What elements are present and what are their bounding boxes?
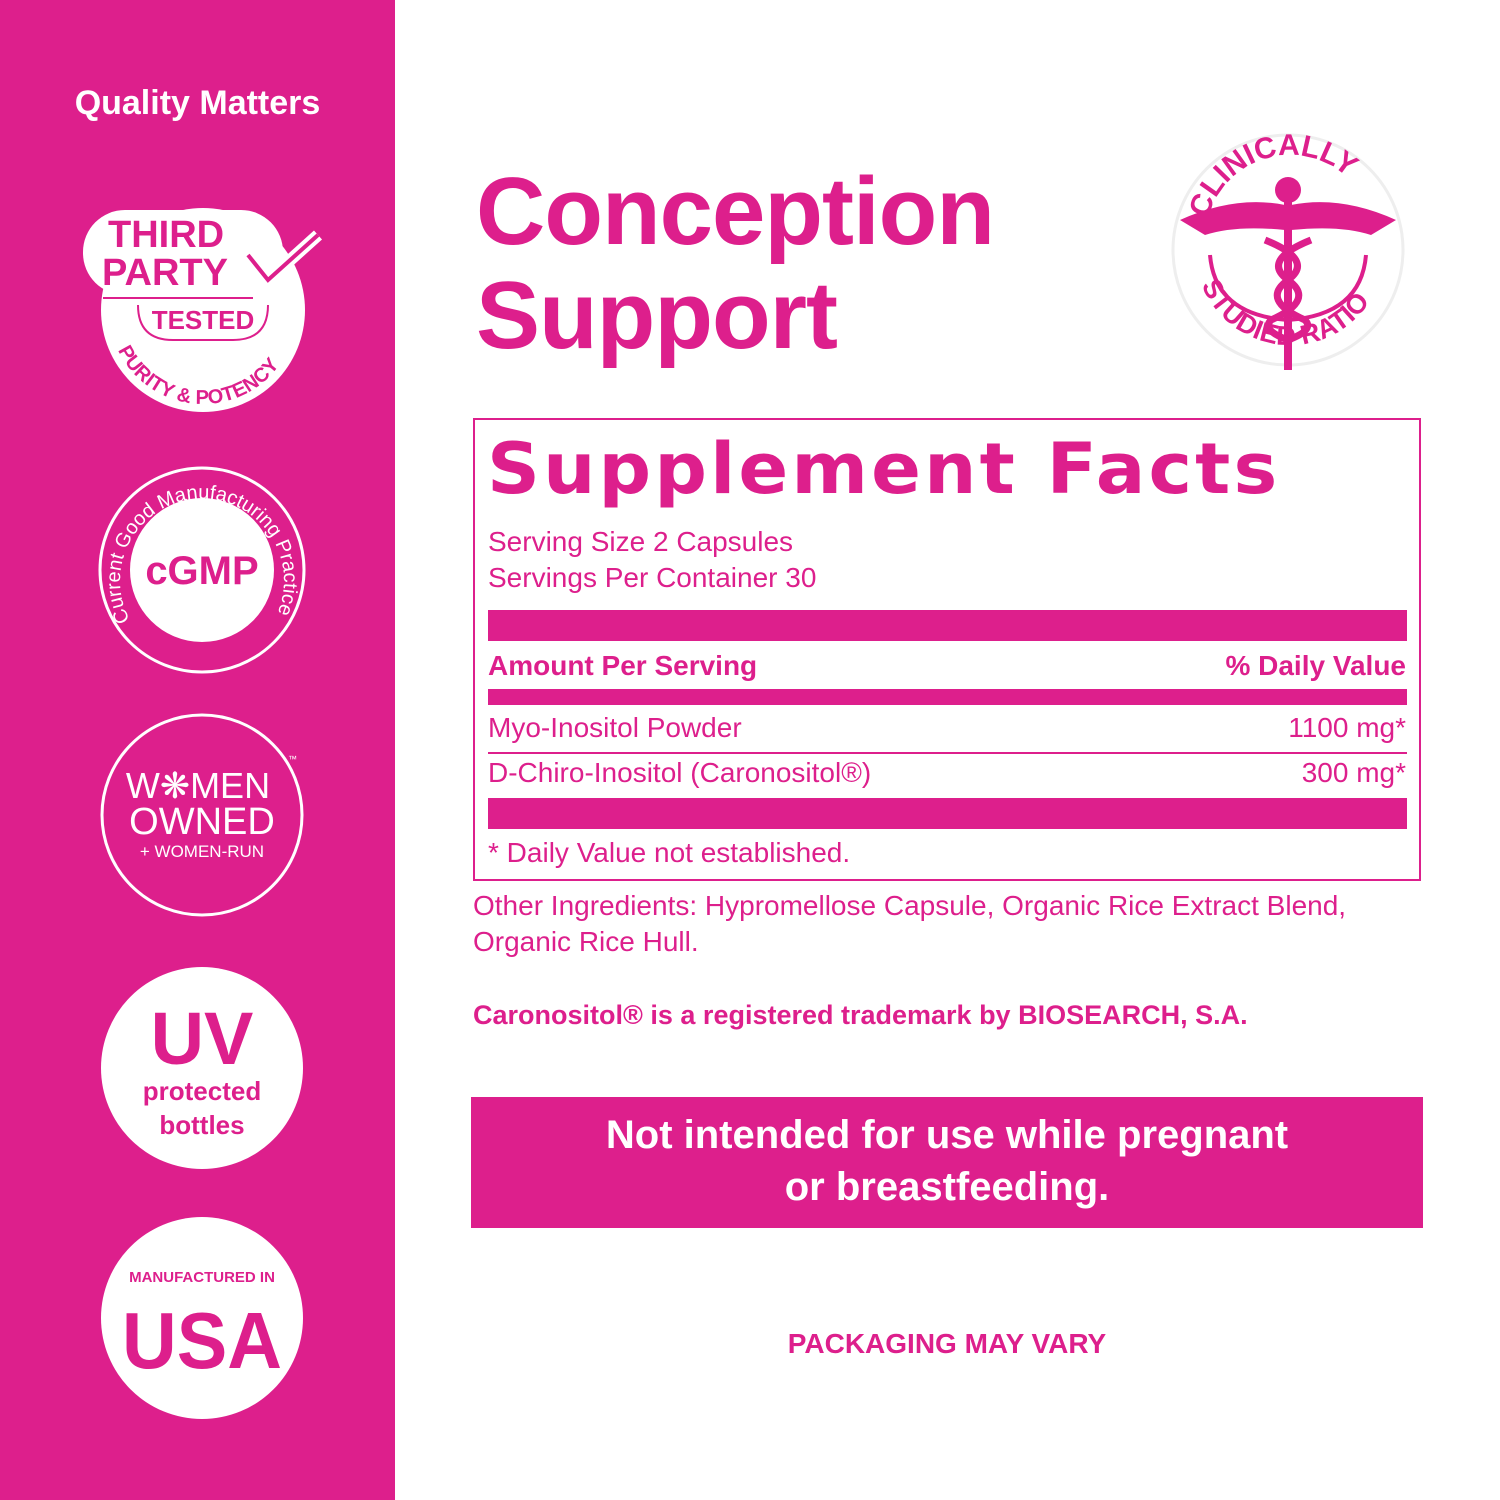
quality-sidebar: Quality Matters THIRD PARTY TESTED PURIT…: [0, 0, 395, 1500]
ingredient-name: Myo-Inositol Powder: [488, 712, 742, 743]
packaging-note: PACKAGING MAY VARY: [787, 1328, 1107, 1359]
amount-per-serving-header: Amount Per Serving: [488, 650, 758, 681]
warning-line-2: or breastfeeding.: [784, 1165, 1110, 1209]
made-in-usa-badge: MANUFACTURED IN USA: [101, 1217, 303, 1419]
svg-text:UV: UV: [151, 997, 254, 1080]
thick-divider: [488, 610, 1407, 641]
svg-text:cGMP: cGMP: [145, 549, 258, 593]
svg-text:bottles: bottles: [159, 1110, 244, 1140]
thin-divider: [488, 752, 1407, 754]
sidebar-title: Quality Matters: [74, 84, 321, 122]
third-party-tested-badge: THIRD PARTY TESTED PURITY & POTENCY: [83, 208, 323, 412]
supplement-facts-panel: Supplement Facts Serving Size 2 Capsules…: [473, 418, 1421, 881]
product-title: Conception Support: [476, 158, 995, 369]
trademark-note: Caronositol® is a registered trademark b…: [473, 1000, 1248, 1030]
title-line-2: Support: [476, 262, 838, 369]
thick-divider: [488, 798, 1407, 829]
svg-text:+ WOMEN-RUN: + WOMEN-RUN: [140, 842, 264, 861]
servings-per-container: Servings Per Container 30: [488, 562, 817, 593]
svg-text:TESTED: TESTED: [152, 305, 255, 335]
serving-size: Serving Size 2 Capsules: [488, 526, 794, 557]
footnote: * Daily Value not established.: [488, 837, 851, 868]
uv-protected-badge: UV protected bottles: [101, 967, 303, 1169]
cgmp-badge: Current Good Manufacturing Practice cGMP: [98, 466, 306, 674]
ingredient-amount: 300 mg*: [1301, 757, 1406, 788]
svg-text:THIRD: THIRD: [108, 214, 224, 256]
svg-text:OWNED: OWNED: [129, 801, 275, 843]
title-line-1: Conception: [476, 158, 995, 265]
medium-divider: [488, 689, 1407, 705]
women-owned-badge: W❋MEN OWNED + WOMEN-RUN ™: [100, 713, 304, 917]
svg-text:™: ™: [288, 754, 297, 764]
svg-text:protected: protected: [143, 1076, 261, 1106]
caduceus-icon: [1180, 177, 1396, 370]
svg-text:W❋MEN: W❋MEN: [126, 765, 270, 806]
daily-value-header: % Daily Value: [1225, 650, 1406, 681]
other-ingredients: Other Ingredients: Hypromellose Capsule,…: [473, 890, 1347, 957]
svg-text:MANUFACTURED IN: MANUFACTURED IN: [129, 1269, 275, 1286]
ingredient-name: D-Chiro-Inositol (Caronositol®): [488, 757, 872, 788]
clinically-studied-badge: CLINICALLY STUDIED RATIO: [1171, 130, 1405, 370]
ingredient-amount: 1100 mg*: [1288, 712, 1406, 743]
svg-text:USA: USA: [122, 1296, 282, 1385]
svg-text:PARTY: PARTY: [102, 252, 228, 294]
pregnancy-warning: Not intended for use while pregnant or b…: [471, 1097, 1423, 1228]
facts-title: Supplement Facts: [487, 428, 1281, 510]
warning-line-1: Not intended for use while pregnant: [605, 1113, 1289, 1157]
